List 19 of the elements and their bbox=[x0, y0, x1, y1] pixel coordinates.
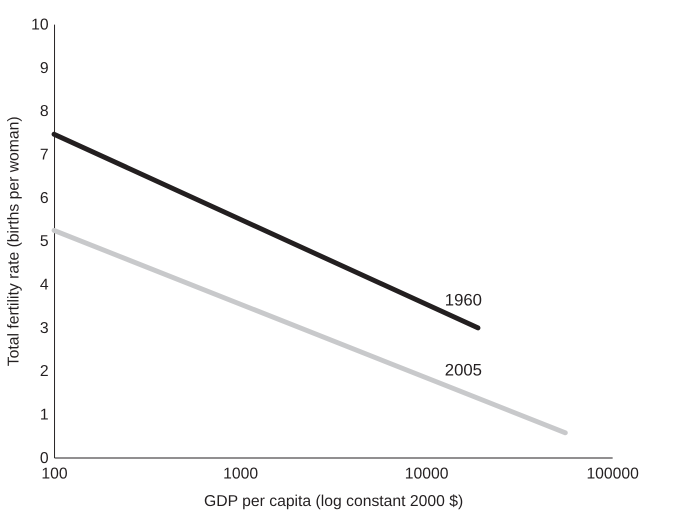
y-tick-label: 0 bbox=[40, 450, 49, 467]
series-label: 1960 bbox=[444, 290, 482, 310]
x-axis-title: GDP per capita (log constant 2000 $) bbox=[204, 493, 464, 510]
y-tick-label: 9 bbox=[40, 60, 49, 77]
x-tick-label: 1000 bbox=[223, 466, 258, 483]
y-tick-label: 5 bbox=[40, 233, 49, 250]
y-tick-label: 2 bbox=[40, 363, 49, 380]
y-tick-label: 6 bbox=[40, 190, 49, 207]
y-tick-label: 3 bbox=[40, 320, 49, 337]
x-tick-label: 10000 bbox=[404, 466, 449, 483]
y-tick-label: 1 bbox=[40, 406, 49, 424]
series-label: 2005 bbox=[444, 360, 482, 380]
x-tick-label: 100000 bbox=[586, 466, 640, 483]
x-tick-label: 100 bbox=[41, 466, 68, 483]
y-tick-label: 7 bbox=[40, 146, 49, 164]
y-tick-label: 10 bbox=[31, 16, 49, 34]
y-axis-title: Total fertility rate (births per woman) bbox=[5, 116, 22, 366]
y-tick-label: 8 bbox=[40, 103, 49, 120]
y-tick-label: 4 bbox=[40, 276, 49, 294]
